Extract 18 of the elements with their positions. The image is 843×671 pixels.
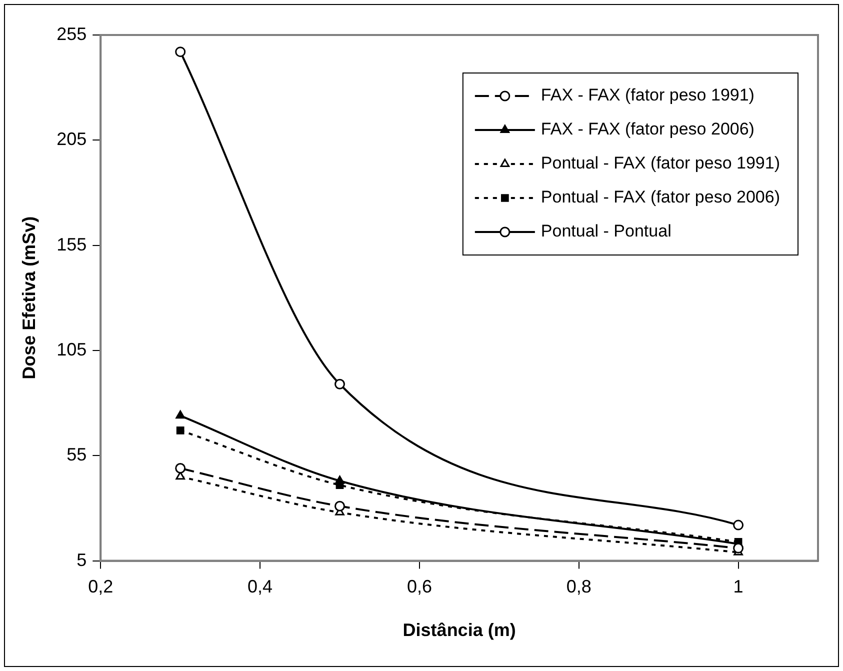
x-tick-label: 0,4	[248, 576, 273, 597]
legend-label: FAX - FAX (fator peso 1991)	[540, 86, 754, 105]
legend-label: FAX - FAX (fator peso 2006)	[540, 120, 754, 139]
legend-label: Pontual - FAX (fator peso 2006)	[540, 188, 780, 207]
x-axis-title: Distância (m)	[402, 620, 516, 640]
y-tick-label: 255	[56, 24, 87, 44]
legend-label: Pontual - FAX (fator peso 1991)	[540, 154, 780, 173]
legend-label: Pontual - Pontual	[540, 222, 672, 241]
y-axis-title: Dose Efetiva (mSv)	[18, 216, 39, 380]
x-tick-label: 0,2	[88, 576, 114, 597]
y-tick-label: 155	[56, 234, 87, 254]
x-tick-label: 0,6	[406, 576, 432, 597]
y-tick-label: 55	[66, 444, 87, 465]
y-tick-label: 205	[56, 129, 87, 150]
y-tick-label: 5	[76, 550, 87, 570]
x-tick-label: 1	[733, 576, 744, 597]
y-tick-label: 105	[56, 339, 87, 360]
x-tick-label: 0,8	[566, 576, 592, 597]
